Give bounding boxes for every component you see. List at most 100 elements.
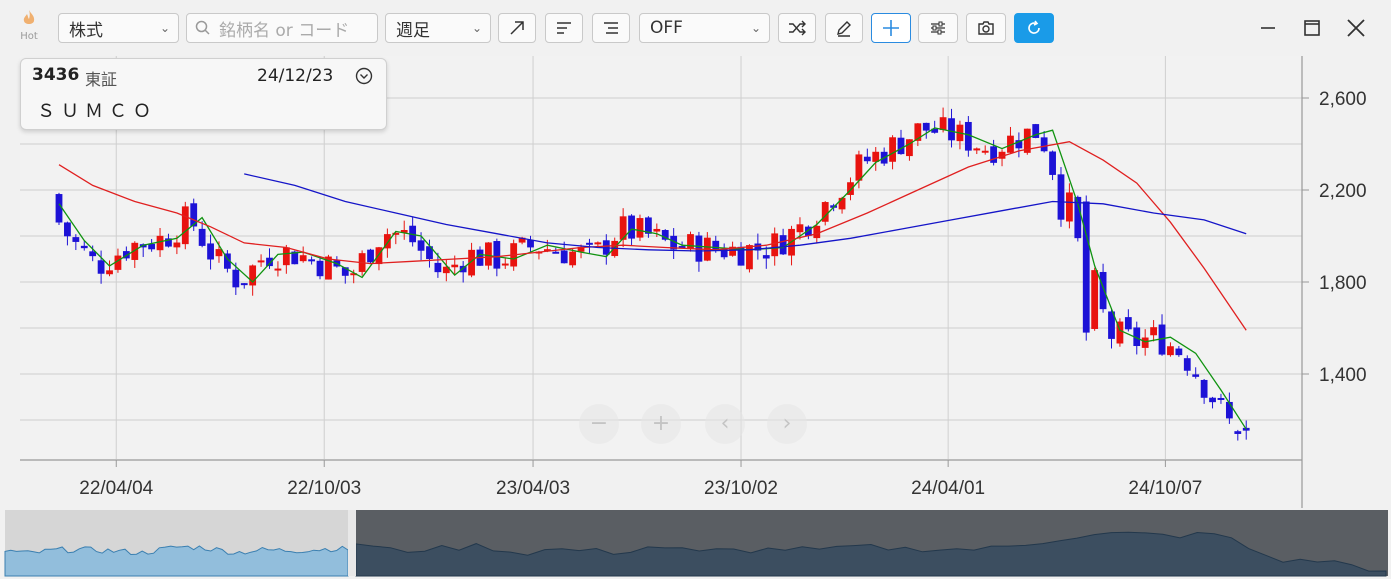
scroll-left-button[interactable]: ‹	[705, 404, 745, 444]
zoom-out-button[interactable]: −	[579, 404, 619, 444]
candle-body	[156, 235, 164, 251]
candle-body	[367, 249, 374, 263]
trendline-button[interactable]	[498, 13, 536, 43]
candle-body	[350, 273, 358, 276]
plus-icon: +	[651, 411, 671, 436]
candle-body	[543, 249, 551, 252]
candle-body	[628, 215, 635, 239]
candle-body	[964, 121, 972, 151]
candle-body	[308, 259, 315, 262]
y-tick-label: 1,800	[1319, 273, 1367, 294]
candle-body	[232, 269, 240, 288]
refresh-button[interactable]	[1014, 13, 1054, 43]
candle-body	[122, 251, 130, 259]
search-placeholder: 銘柄名 or コード	[219, 20, 350, 41]
candle-body	[485, 242, 492, 266]
navigator-handle-left[interactable]	[348, 510, 356, 576]
candle-body	[451, 264, 459, 268]
y-tick-label: 2,600	[1319, 89, 1367, 110]
stock-info-panel: 3436 東証 24/12/23 ＳＵＭＣＯ	[20, 58, 387, 130]
shuffle-icon	[789, 20, 806, 36]
candle-body	[291, 251, 299, 265]
maximize-icon[interactable]	[1300, 16, 1324, 40]
scroll-right-button[interactable]: ›	[767, 404, 807, 444]
search-input[interactable]: 銘柄名 or コード	[186, 13, 378, 43]
candle-body	[678, 246, 686, 249]
horizontal-line-button[interactable]	[545, 13, 583, 43]
candle-body	[426, 246, 433, 259]
candle-body	[636, 218, 644, 238]
align-left-icon	[557, 22, 571, 34]
screenshot-button[interactable]	[966, 13, 1006, 43]
price-line-button[interactable]	[592, 13, 630, 43]
candle-body	[1091, 270, 1099, 329]
hot-button[interactable]: Hot	[12, 10, 46, 42]
sliders-icon	[931, 21, 945, 35]
candle-body	[527, 239, 534, 248]
minus-icon: −	[589, 411, 609, 436]
candle-body	[973, 148, 981, 151]
candle-body	[198, 228, 206, 246]
candle-body	[316, 260, 324, 277]
zoom-in-button[interactable]: +	[641, 404, 681, 444]
indicator-select[interactable]: OFF ⌄	[639, 13, 770, 43]
candle-body	[1158, 324, 1166, 355]
candle-body	[1099, 271, 1107, 310]
candle-body	[1133, 327, 1141, 347]
draw-button[interactable]	[825, 13, 863, 43]
candle-body	[922, 122, 930, 131]
candle-body	[762, 255, 770, 259]
candle-body	[1032, 124, 1040, 138]
pencil-icon	[837, 21, 851, 37]
period-select[interactable]: 週足 ⌄	[385, 13, 491, 43]
candle-body	[257, 260, 265, 263]
candle-body	[459, 265, 467, 273]
candle-body	[72, 237, 80, 242]
y-tick-label: 2,200	[1319, 181, 1367, 202]
market-select-value: 株式	[69, 20, 103, 41]
crosshair-button[interactable]	[871, 13, 911, 43]
refresh-icon	[1028, 20, 1040, 34]
candle-body	[501, 263, 509, 266]
market-select[interactable]: 株式 ⌄	[58, 13, 179, 43]
candle-body	[1242, 427, 1250, 431]
candle-body	[906, 139, 913, 157]
candle-body	[1082, 201, 1090, 333]
candle-body	[729, 246, 736, 256]
close-icon[interactable]	[1344, 16, 1368, 40]
candle-body	[619, 216, 627, 240]
candle-body	[990, 146, 998, 163]
candle-body	[1141, 337, 1149, 348]
chevron-left-icon: ‹	[720, 411, 730, 436]
candle-body	[863, 156, 871, 162]
navigator[interactable]	[4, 510, 1388, 577]
toolbar: Hot 株式 ⌄ 銘柄名 or コード 週足 ⌄ OFF ⌄	[0, 0, 1391, 56]
candle-body	[1175, 348, 1183, 356]
candle-body	[838, 197, 846, 210]
candle-body	[190, 203, 198, 227]
candle-body	[560, 250, 568, 264]
x-tick-label: 23/10/02	[704, 478, 778, 499]
candle-body	[746, 245, 753, 270]
navigator-area-left	[4, 545, 349, 577]
candle-body	[796, 224, 804, 233]
chevron-circle-down-icon[interactable]	[355, 67, 373, 85]
candle-body	[493, 241, 501, 269]
candle-body	[1015, 140, 1023, 149]
candle-body	[813, 225, 821, 239]
candle-body	[80, 245, 88, 249]
minimize-icon[interactable]	[1256, 16, 1280, 40]
candle-body	[687, 234, 694, 250]
candle-body	[89, 251, 97, 257]
settings-button[interactable]	[918, 13, 958, 43]
candle-body	[1167, 346, 1174, 356]
candle-body	[586, 242, 593, 245]
shuffle-button[interactable]	[778, 13, 816, 43]
candle-body	[847, 182, 854, 195]
candle-body	[779, 235, 787, 255]
candle-body	[931, 128, 939, 133]
candle-body	[274, 268, 282, 271]
chevron-down-icon: ⌄	[471, 21, 482, 35]
candle-body	[1066, 192, 1073, 222]
candle-body	[771, 233, 779, 257]
